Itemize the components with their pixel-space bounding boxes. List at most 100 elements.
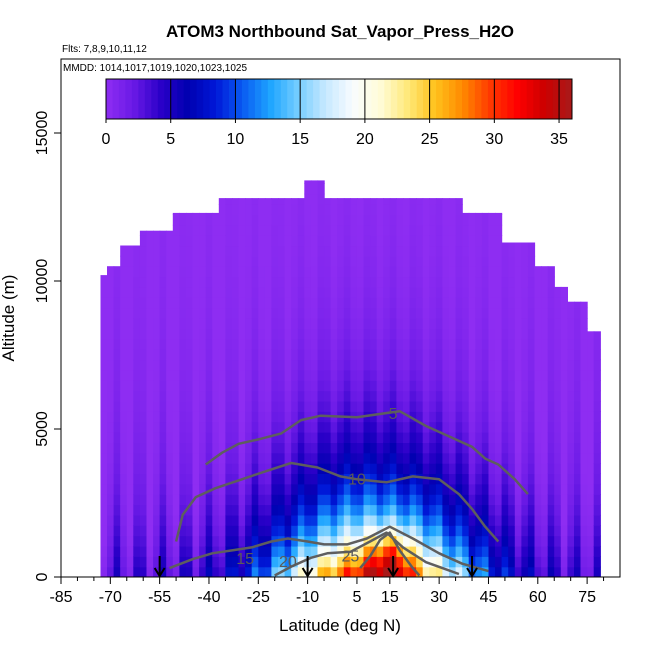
heatmap-cell: [113, 328, 121, 340]
heatmap-cell: [449, 463, 457, 474]
heatmap-cell: [534, 380, 542, 392]
heatmap-cell: [225, 390, 233, 402]
heatmap-cell: [100, 328, 108, 340]
heatmap-cell: [554, 545, 562, 557]
heatmap-cell: [139, 359, 148, 371]
heatmap-cell: [442, 473, 450, 485]
heatmap-cell: [409, 545, 417, 557]
heatmap-cell: [593, 421, 601, 433]
heatmap-cell: [330, 400, 338, 412]
heatmap-cell: [218, 400, 226, 412]
heatmap-cell: [284, 214, 292, 226]
heatmap-cell: [435, 421, 444, 433]
heatmap-cell: [376, 494, 384, 506]
heatmap-cell: [205, 338, 213, 350]
flight-arrows: [153, 556, 478, 578]
heatmap-cell: [166, 504, 174, 516]
heatmap-cell: [330, 545, 338, 557]
x-tick-label: -85: [49, 589, 72, 606]
heatmap-cell: [356, 338, 365, 350]
heatmap-cell: [238, 369, 246, 381]
heatmap-cell: [363, 266, 371, 278]
heatmap-cell: [159, 328, 167, 340]
heatmap-cell: [205, 318, 213, 329]
heatmap-cell: [541, 297, 549, 309]
heatmap-cell: [232, 318, 240, 329]
heatmap-cell: [113, 349, 121, 361]
heatmap-cell: [264, 566, 273, 577]
heatmap-cell: [159, 286, 167, 298]
heatmap-cell: [449, 266, 457, 278]
heatmap-cell: [245, 421, 253, 433]
heatmap-cell: [179, 421, 187, 433]
heatmap-cell: [186, 255, 194, 267]
heatmap-cell: [356, 286, 365, 298]
heatmap-cell: [521, 245, 529, 257]
colorbar-tick-label: 15: [291, 131, 309, 148]
heatmap-cell: [172, 266, 180, 278]
heatmap-cell: [468, 359, 476, 371]
heatmap-cell: [468, 235, 476, 247]
heatmap-cell: [324, 245, 332, 257]
heatmap-cell: [166, 411, 174, 423]
heatmap-cell: [159, 432, 167, 443]
heatmap-cell: [481, 421, 490, 433]
heatmap-cell: [534, 556, 542, 568]
heatmap-cell: [514, 494, 522, 506]
heatmap-cell: [350, 224, 358, 236]
heatmap-cell: [580, 535, 588, 547]
heatmap-cell: [245, 235, 253, 247]
heatmap-cell: [554, 421, 562, 433]
heatmap-cell: [232, 235, 240, 247]
heatmap-cell: [343, 349, 351, 361]
heatmap-cell: [567, 525, 575, 537]
heatmap-cell: [442, 504, 450, 516]
heatmap-cell: [574, 535, 582, 547]
heatmap-cell: [146, 359, 154, 371]
heatmap-cell: [100, 318, 108, 329]
heatmap-cell: [258, 421, 266, 433]
heatmap-cell: [560, 318, 568, 329]
heatmap-cell: [126, 266, 134, 278]
heatmap-cell: [251, 359, 259, 371]
heatmap-cell: [186, 494, 194, 506]
heatmap-cell: [356, 318, 365, 329]
heatmap-cell: [547, 504, 555, 516]
heatmap-cell: [547, 380, 555, 392]
heatmap-cell: [481, 212, 490, 215]
heatmap-cell: [251, 463, 259, 474]
heatmap-cell: [317, 183, 325, 195]
heatmap-cell: [580, 421, 588, 433]
heatmap-cell: [481, 442, 490, 454]
heatmap-cell: [403, 452, 411, 464]
heatmap-cell: [435, 286, 444, 298]
heatmap-cell: [587, 338, 595, 350]
heatmap-cell: [179, 432, 187, 443]
heatmap-cell: [166, 230, 174, 236]
heatmap-cell: [337, 421, 345, 433]
heatmap-cell: [350, 463, 358, 474]
heatmap-cell: [172, 390, 180, 402]
heatmap-cell: [271, 318, 279, 329]
heatmap-cell: [560, 473, 568, 485]
heatmap-cell: [534, 369, 542, 381]
heatmap-cell: [554, 359, 562, 371]
heatmap-cell: [416, 556, 424, 568]
heatmap-cell: [350, 525, 358, 537]
heatmap-cell: [186, 338, 194, 350]
heatmap-cell: [514, 504, 522, 516]
heatmap-cell: [527, 411, 536, 423]
heatmap-cell: [495, 276, 503, 288]
heatmap-cell: [297, 473, 305, 485]
heatmap-cell: [153, 245, 161, 257]
heatmap-cell: [232, 432, 240, 443]
heatmap-cell: [100, 432, 108, 443]
heatmap-cell: [251, 411, 259, 423]
heatmap-cell: [337, 504, 345, 516]
heatmap-cell: [291, 349, 299, 361]
heatmap-cell: [475, 566, 483, 577]
heatmap-cell: [107, 525, 115, 537]
heatmap-cell: [166, 276, 174, 288]
heatmap-cell: [416, 307, 424, 319]
heatmap-cell: [146, 442, 154, 454]
